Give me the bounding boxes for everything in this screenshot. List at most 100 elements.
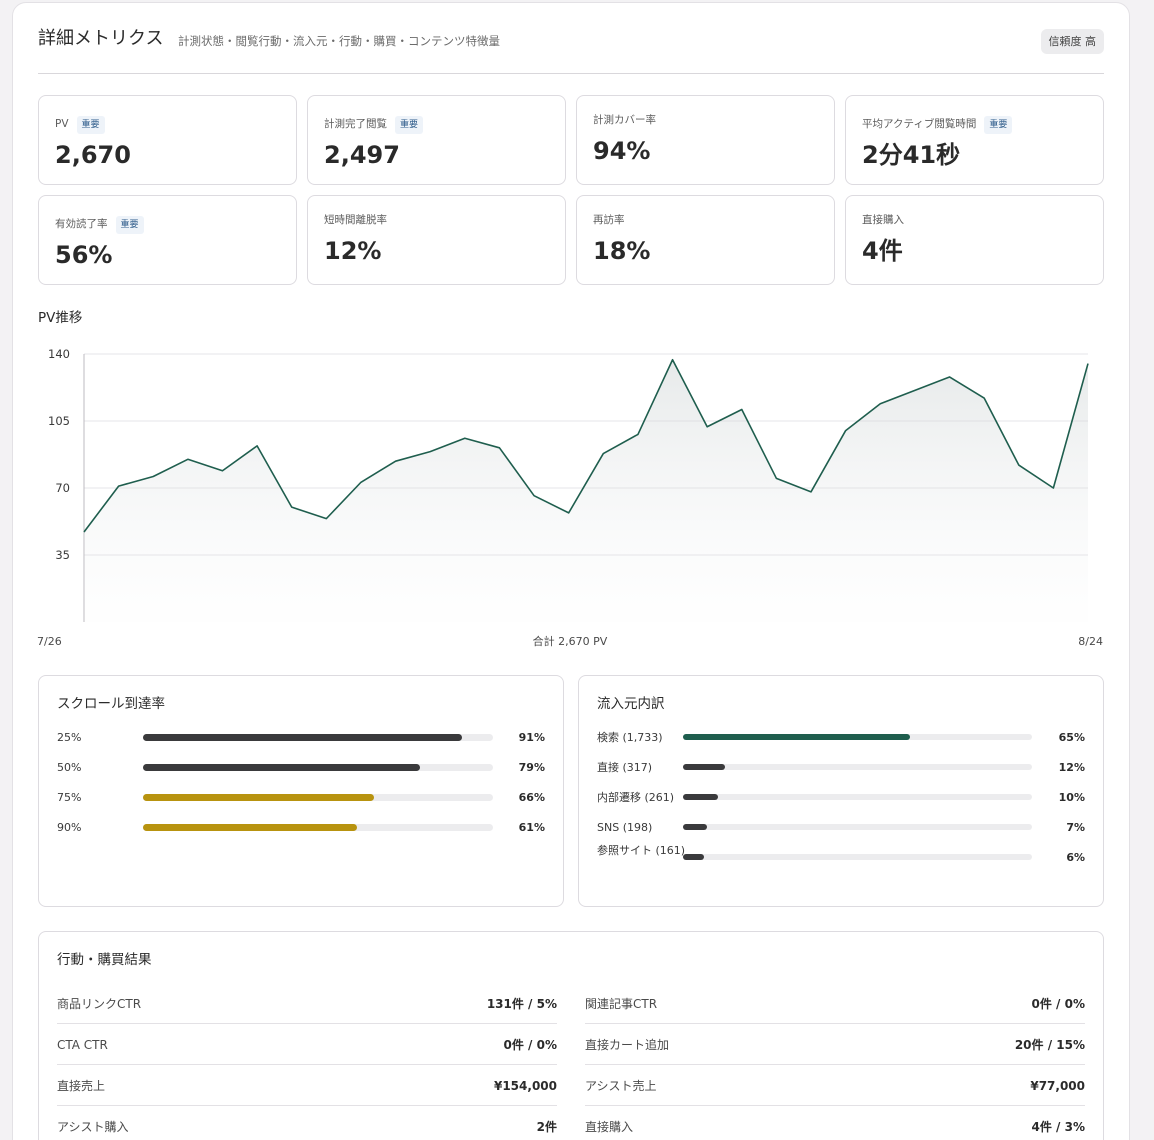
kpi-card-active-time: 平均アクティブ閲覧時間 重要 2分41秒 <box>845 95 1104 185</box>
kpi-value: 18% <box>593 237 651 265</box>
result-row: 直接カート追加 20件 / 15% <box>585 1024 1085 1065</box>
result-label: 関連記事CTR <box>585 997 658 1011</box>
kpi-label: 計測完了閲覧 <box>324 118 387 130</box>
kpi-value: 2,670 <box>55 141 131 169</box>
kpi-card-pv: PV 重要 2,670 <box>38 95 297 185</box>
scroll-reach-value: 61% <box>518 821 545 834</box>
kpi-label: 有効読了率 <box>55 218 108 230</box>
page-subtitle: 計測状態・閲覧行動・流入元・行動・購買・コンテンツ特徴量 <box>178 34 500 48</box>
kpi-label: 平均アクティブ閲覧時間 <box>862 118 977 130</box>
kpi-label: 直接購入 <box>862 214 904 226</box>
total-pv-label: 合計 2,670 PV <box>533 634 608 648</box>
traffic-source-row: SNS (198) 7% <box>597 818 1085 838</box>
y-tick-label: 105 <box>48 414 70 428</box>
kpi-card-bounce-rate: 短時間離脱率 12% <box>307 195 566 285</box>
progress-track <box>683 794 1032 800</box>
important-tag: 重要 <box>984 116 1013 134</box>
pv-chart-svg: 140 105 70 35 7/26 合計 2,670 PV 8/24 <box>37 347 1103 648</box>
result-row: アシスト購入 2件 <box>57 1106 557 1140</box>
result-value: 20件 / 15% <box>1014 1038 1085 1052</box>
action-purchase-title: 行動・購買結果 <box>57 952 152 968</box>
source-label: 参照サイト (161) <box>597 844 686 857</box>
source-share-value: 12% <box>1058 761 1085 774</box>
kpi-label: 計測カバー率 <box>593 114 656 126</box>
result-label: 直接購入 <box>585 1120 634 1134</box>
source-label: 検索 (1,733) <box>597 731 663 744</box>
source-label: SNS (198) <box>597 821 653 834</box>
result-row: CTA CTR 0件 / 0% <box>57 1024 557 1065</box>
scroll-reach-row: 75% 66% <box>57 788 545 808</box>
scroll-depth-label: 75% <box>57 791 82 804</box>
result-label: CTA CTR <box>57 1038 108 1052</box>
scroll-depth-label: 50% <box>57 761 82 774</box>
scroll-depth-label: 25% <box>57 731 82 744</box>
scroll-reach-title: スクロール到達率 <box>57 696 165 712</box>
progress-track <box>143 764 493 771</box>
kpi-value: 4件 <box>862 237 903 265</box>
kpi-card-completed-views: 計測完了閲覧 重要 2,497 <box>307 95 566 185</box>
kpi-label: PV <box>55 118 69 130</box>
result-value: 131件 / 5% <box>486 997 557 1011</box>
traffic-source-row: 直接 (317) 12% <box>597 758 1085 778</box>
important-tag: 重要 <box>115 216 144 234</box>
kpi-value: 2,497 <box>324 141 400 169</box>
important-tag: 重要 <box>76 116 105 134</box>
progress-fill <box>143 824 357 831</box>
traffic-source-title: 流入元内訳 <box>597 696 665 712</box>
traffic-source-row: 検索 (1,733) 65% <box>597 728 1085 748</box>
progress-track <box>683 764 1032 770</box>
result-label: 直接カート追加 <box>585 1038 670 1052</box>
source-share-value: 10% <box>1058 791 1085 804</box>
progress-fill <box>683 764 725 770</box>
scroll-reach-value: 79% <box>518 761 545 774</box>
kpi-card-revisit-rate: 再訪率 18% <box>576 195 835 285</box>
y-tick-label: 70 <box>55 481 70 495</box>
kpi-card-direct-purchase: 直接購入 4件 <box>845 195 1104 285</box>
source-share-value: 7% <box>1066 821 1085 834</box>
result-label: アシスト購入 <box>57 1120 129 1134</box>
page-title: 詳細メトリクス <box>38 28 164 49</box>
result-label: 商品リンクCTR <box>57 997 142 1011</box>
progress-fill <box>683 794 718 800</box>
result-value: 0件 / 0% <box>1031 997 1085 1011</box>
source-label: 内部遷移 (261) <box>597 791 675 804</box>
progress-track <box>143 824 493 831</box>
x-start-label: 7/26 <box>37 635 62 648</box>
progress-fill <box>143 734 462 741</box>
scroll-reach-card: スクロール到達率 25% 91% 50% 79% 75% 66% 90% 61% <box>38 675 564 907</box>
traffic-source-row: 参照サイト (161) 6% <box>597 844 1085 868</box>
traffic-source-row: 内部遷移 (261) 10% <box>597 788 1085 808</box>
scroll-reach-value: 91% <box>518 731 545 744</box>
result-row: アシスト売上 ¥77,000 <box>585 1065 1085 1106</box>
kpi-value: 56% <box>55 241 113 269</box>
progress-fill <box>683 734 910 740</box>
kpi-label: 再訪率 <box>593 214 625 226</box>
result-value: 2件 <box>536 1120 557 1134</box>
kpi-label: 短時間離脱率 <box>324 214 387 226</box>
kpi-value: 94% <box>593 137 651 165</box>
progress-track <box>143 734 493 741</box>
source-share-value: 6% <box>1066 851 1085 864</box>
progress-track <box>143 794 493 801</box>
kpi-card-read-rate: 有効読了率 重要 56% <box>38 195 297 285</box>
source-label: 直接 (317) <box>597 761 653 774</box>
progress-fill <box>683 824 708 830</box>
progress-track <box>683 854 1032 860</box>
pv-area <box>84 359 1088 622</box>
scroll-reach-row: 50% 79% <box>57 758 545 778</box>
reliability-badge: 信頼度 高 <box>1040 29 1104 54</box>
scroll-reach-row: 25% 91% <box>57 728 545 748</box>
result-label: 直接売上 <box>57 1079 106 1093</box>
result-value: ¥154,000 <box>493 1079 557 1093</box>
y-tick-label: 140 <box>48 347 70 361</box>
result-value: 0件 / 0% <box>503 1038 557 1052</box>
x-end-label: 8/24 <box>1078 635 1103 648</box>
progress-fill <box>683 854 704 860</box>
result-value: ¥77,000 <box>1030 1079 1085 1093</box>
pv-trend-chart: 140 105 70 35 7/26 合計 2,670 PV 8/24 <box>36 340 1108 650</box>
y-tick-label: 35 <box>55 548 70 562</box>
progress-fill <box>143 794 374 801</box>
result-row: 直接購入 4件 / 3% <box>585 1106 1085 1140</box>
traffic-source-card: 流入元内訳 検索 (1,733) 65% 直接 (317) 12% 内部遷移 (261)… <box>578 675 1104 907</box>
source-share-value: 65% <box>1058 731 1085 744</box>
